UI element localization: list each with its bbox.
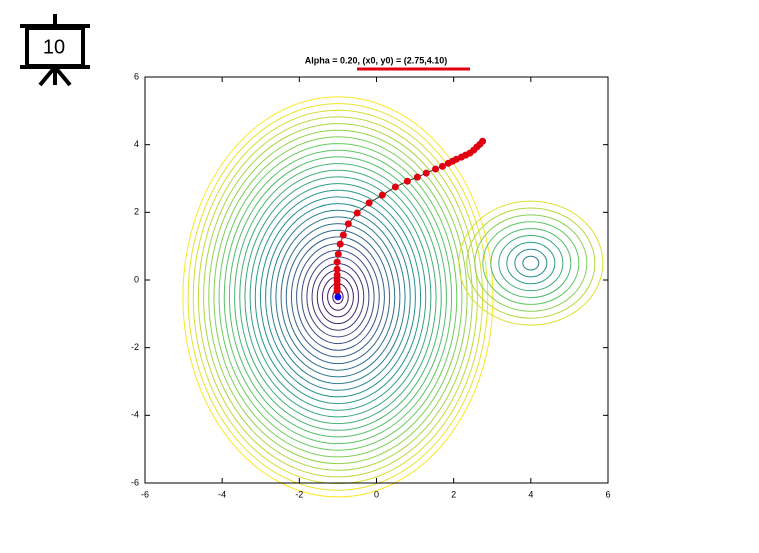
contour-line	[182, 96, 494, 498]
slide-icon	[20, 14, 90, 87]
contour-line	[192, 109, 484, 485]
x-tick-label: 4	[528, 489, 533, 499]
contour-line	[474, 214, 588, 312]
x-tick-label: 2	[451, 489, 456, 499]
chart-title: Alpha = 0.20, (x0, y0) = (2.75,4.10)	[305, 55, 448, 65]
descent-point	[353, 209, 361, 217]
descent-point	[334, 250, 342, 258]
contour-line	[290, 236, 385, 358]
contour-line	[482, 221, 580, 305]
descent-point	[336, 240, 344, 248]
contour-line	[270, 209, 406, 385]
x-tick-label: -2	[295, 489, 303, 499]
y-tick-label: -6	[131, 477, 139, 487]
x-tick-label: -6	[141, 489, 149, 499]
contour-line	[514, 248, 548, 278]
descent-point	[444, 159, 452, 167]
contour-line	[280, 223, 396, 371]
contour-line	[259, 196, 416, 398]
contour-line	[187, 103, 489, 491]
contour-line	[213, 136, 463, 458]
descent-point	[365, 199, 373, 207]
descent-point	[403, 177, 411, 185]
contour-line	[275, 216, 401, 378]
y-tick-label: 2	[134, 207, 139, 217]
y-tick-label: 0	[134, 274, 139, 284]
y-tick-label: 4	[134, 139, 139, 149]
descent-point	[333, 287, 341, 295]
x-tick-label: 6	[605, 489, 610, 499]
x-tick-label: -4	[218, 489, 226, 499]
slide-number: 10	[43, 36, 65, 58]
y-tick-label: -4	[131, 410, 139, 420]
contour-line	[301, 249, 375, 345]
contour-line	[234, 163, 442, 431]
descent-point	[333, 258, 341, 266]
contour-line	[458, 200, 604, 326]
descent-point	[391, 183, 399, 191]
descent-point	[333, 271, 341, 279]
descent-point	[339, 231, 347, 239]
contour-line	[265, 203, 411, 391]
contour-line	[223, 149, 453, 445]
contour-line	[208, 129, 468, 465]
x-tick-label: 0	[374, 489, 379, 499]
contour-line	[249, 183, 427, 411]
descent-path	[336, 140, 483, 292]
contour-line	[203, 123, 473, 471]
contour-line	[218, 143, 458, 451]
contour-line	[285, 229, 391, 365]
descent-point	[378, 191, 386, 199]
contour-line	[506, 241, 556, 285]
contour-line	[197, 116, 478, 478]
contour-line	[490, 228, 572, 299]
descent-point	[422, 169, 430, 177]
descent-point	[438, 162, 446, 170]
contour-line	[244, 176, 432, 418]
contour-line	[466, 207, 596, 319]
contour-line	[254, 189, 422, 405]
y-tick-label: 6	[134, 71, 139, 81]
end-point	[334, 293, 342, 301]
contour-line	[228, 156, 447, 438]
descent-point	[413, 173, 421, 181]
descent-point	[344, 220, 352, 228]
contour-line	[239, 169, 437, 425]
y-tick-label: -2	[131, 342, 139, 352]
contour-line	[498, 235, 564, 292]
contour-line	[522, 255, 540, 271]
contours	[182, 96, 604, 498]
descent-point	[333, 265, 341, 273]
descent-point	[432, 165, 440, 173]
